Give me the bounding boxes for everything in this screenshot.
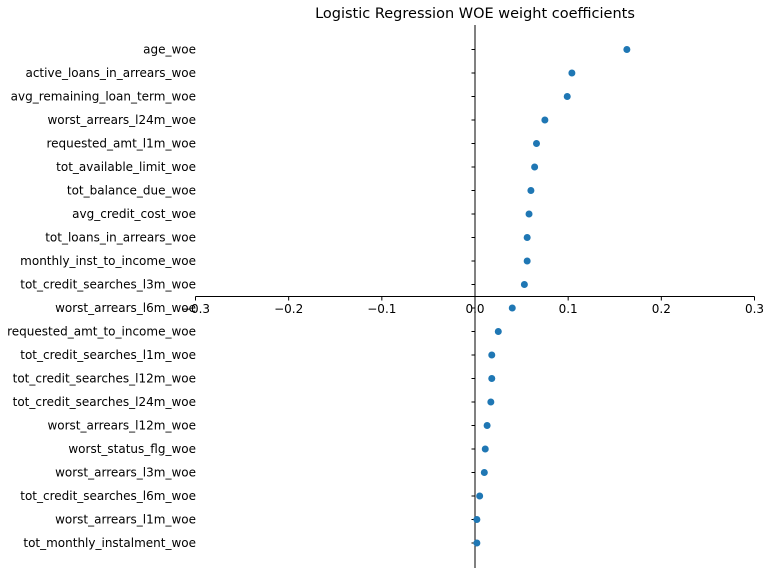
y-tick-label: age_woe bbox=[143, 43, 196, 57]
data-point bbox=[568, 69, 576, 77]
data-point bbox=[483, 422, 491, 429]
y-tick-label: worst_arrears_l12m_woe bbox=[47, 419, 196, 433]
x-tick-label: −0.1 bbox=[367, 302, 396, 316]
y-tick-labels: age_woe active_loans_in_arrears_woe avg_re… bbox=[7, 43, 196, 551]
data-point bbox=[563, 93, 571, 100]
data-point bbox=[488, 375, 496, 382]
y-tick-label: tot_loans_in_arrears_woe bbox=[45, 231, 196, 245]
data-point bbox=[532, 140, 540, 147]
y-tick-label: avg_credit_cost_woe bbox=[72, 207, 196, 221]
data-point bbox=[488, 351, 496, 359]
x-tick-label: −0.2 bbox=[274, 302, 303, 316]
y-tick-label: tot_credit_searches_l12m_woe bbox=[13, 372, 196, 386]
data-point bbox=[520, 281, 528, 288]
data-point bbox=[473, 539, 481, 547]
x-tick-label: 0.0 bbox=[465, 302, 484, 316]
y-tick-label: tot_monthly_instalment_woe bbox=[23, 536, 196, 550]
data-point bbox=[473, 516, 481, 523]
data-point bbox=[494, 328, 502, 335]
y-tick-label: tot_available_limit_woe bbox=[56, 160, 196, 174]
data-point bbox=[541, 116, 549, 124]
y-tick-label: worst_arrears_l3m_woe bbox=[55, 466, 196, 480]
y-tick-label: worst_arrears_l24m_woe bbox=[47, 113, 196, 127]
y-tick-label: worst_arrears_l1m_woe bbox=[55, 513, 196, 527]
data-point bbox=[480, 469, 488, 476]
data-point bbox=[476, 492, 484, 500]
data-point bbox=[487, 398, 495, 406]
y-tick-label: tot_credit_searches_l1m_woe bbox=[20, 348, 196, 362]
x-tick-label: −0.3 bbox=[181, 302, 210, 316]
data-point bbox=[527, 187, 535, 194]
data-point bbox=[523, 257, 531, 265]
y-tick-label: worst_status_flg_woe bbox=[68, 442, 196, 456]
y-tick-label: requested_amt_l1m_woe bbox=[46, 137, 196, 151]
y-tick-label: avg_remaining_loan_term_woe bbox=[11, 90, 196, 104]
data-point bbox=[481, 445, 489, 453]
x-tick-label: 0.3 bbox=[745, 302, 764, 316]
y-tick-label: requested_amt_to_income_woe bbox=[7, 325, 196, 339]
y-tick-label: tot_credit_searches_l3m_woe bbox=[20, 278, 196, 292]
x-tick-marks bbox=[195, 296, 755, 301]
x-tick-label: 0.2 bbox=[652, 302, 671, 316]
y-tick-label: tot_balance_due_woe bbox=[67, 184, 196, 198]
x-tick-label: 0.1 bbox=[559, 302, 578, 316]
y-tick-label: tot_credit_searches_l6m_woe bbox=[20, 489, 196, 503]
data-point bbox=[523, 234, 531, 241]
x-tick-labels: −0.3 −0.2 −0.1 0.0 0.1 0.2 0.3 bbox=[181, 302, 764, 316]
data-point bbox=[531, 163, 539, 171]
y-tick-label: worst_arrears_l6m_woe bbox=[55, 301, 196, 315]
y-tick-label: monthly_inst_to_income_woe bbox=[20, 254, 196, 268]
data-point bbox=[525, 210, 533, 218]
y-tick-label: tot_credit_searches_l24m_woe bbox=[13, 395, 196, 409]
data-point bbox=[623, 46, 631, 53]
data-points bbox=[473, 46, 631, 547]
data-point bbox=[508, 304, 516, 312]
chart-title: Logistic Regression WOE weight coefficie… bbox=[315, 6, 635, 22]
y-tick-label: active_loans_in_arrears_woe bbox=[25, 66, 196, 80]
